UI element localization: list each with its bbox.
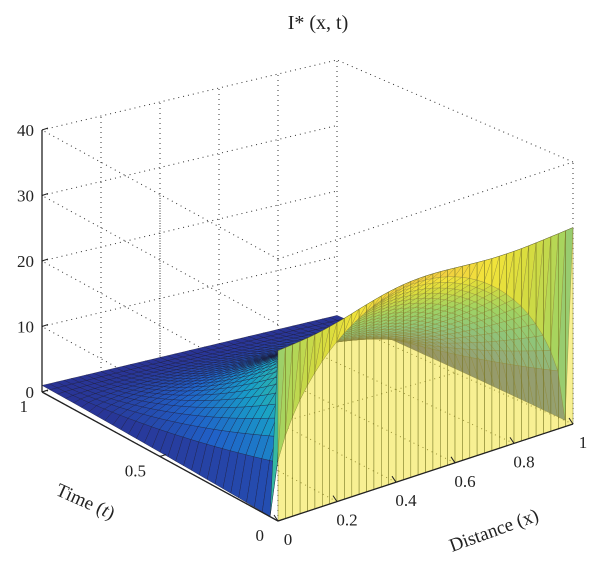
surface-wall-patch — [351, 308, 360, 498]
surface-wall-patch — [506, 251, 515, 447]
y-axis-label: Time (t) — [53, 480, 118, 524]
surface-wall-patch — [336, 317, 345, 502]
surface-wall-patch — [550, 233, 559, 432]
surface-wall-patch — [292, 340, 301, 517]
grid-line — [41, 129, 279, 260]
surface-wall-patch — [277, 347, 286, 522]
surface-wall-patch — [499, 253, 507, 449]
grid-line — [336, 59, 574, 163]
surface-wall-patch — [491, 255, 500, 451]
surface-wall-patch — [410, 278, 419, 478]
z-tick-label: 0 — [26, 383, 35, 402]
surface-wall-patch — [469, 262, 478, 459]
x-axis-label: Distance (x) — [447, 505, 542, 557]
surface-wall-patch — [513, 248, 522, 444]
surface-wall-patch — [344, 313, 352, 500]
surface-wall-patch — [417, 275, 426, 476]
surface-wall-patch — [528, 242, 537, 439]
y-tick-label: 0.5 — [125, 462, 146, 481]
x-tick-label: 1 — [579, 433, 588, 452]
axes — [41, 127, 574, 522]
y-tick-label: 1 — [20, 397, 29, 416]
surface-wall-patch — [521, 245, 529, 442]
surface-wall-patch — [543, 236, 552, 434]
grid-line — [41, 195, 279, 325]
surface-wall-patch — [565, 227, 574, 427]
surface-wall-patch — [388, 287, 397, 485]
surface-wall-patch — [307, 334, 316, 512]
z-tick-label: 30 — [17, 187, 34, 206]
surface-wall-patch — [322, 326, 330, 507]
grid-line — [41, 190, 338, 262]
surface-wall-patch — [285, 344, 293, 519]
grid-line — [41, 125, 338, 196]
surface-wall-patch — [476, 260, 485, 456]
x-tick-label: 0.2 — [336, 511, 357, 530]
surface-wall-patch — [358, 304, 367, 495]
grid-line — [41, 59, 338, 131]
surface-wall-patch — [314, 330, 323, 510]
surface-wall-patch — [425, 273, 434, 473]
z-tick-label: 40 — [17, 121, 34, 140]
x-tick-label: 0.6 — [454, 472, 475, 491]
x-tick-label: 0.8 — [513, 452, 534, 471]
surface-wall-patch — [366, 299, 375, 493]
surface-mesh — [41, 227, 574, 522]
x-tick-label: 0 — [284, 530, 293, 549]
surface-wall-patch — [329, 322, 338, 505]
surface-wall-patch — [381, 291, 389, 488]
z-tick-label: 20 — [17, 252, 34, 271]
surface-wall-patch — [395, 284, 404, 483]
z-tick-label: 10 — [17, 318, 34, 337]
surface-wall-patch — [462, 264, 470, 461]
surface-wall-patch — [484, 258, 493, 454]
surface-wall-patch — [432, 271, 441, 471]
surface-wall-patch — [440, 269, 448, 468]
x-tick-label: 0.4 — [395, 491, 417, 510]
surface-wall-patch — [373, 295, 382, 490]
surface-wall-patch — [454, 265, 463, 464]
chart-title: I* (x, t) — [288, 12, 349, 34]
surface-wall-patch — [535, 239, 544, 437]
y-tick-label: 0 — [256, 526, 265, 545]
surface-wall-patch — [299, 337, 308, 514]
grid-line — [277, 161, 574, 260]
surface-wall-patch — [558, 230, 566, 430]
surface-wall-patch — [447, 267, 456, 466]
surface-wall-patch — [403, 281, 411, 481]
grid-line — [41, 256, 338, 327]
x-axis-line — [277, 423, 574, 522]
